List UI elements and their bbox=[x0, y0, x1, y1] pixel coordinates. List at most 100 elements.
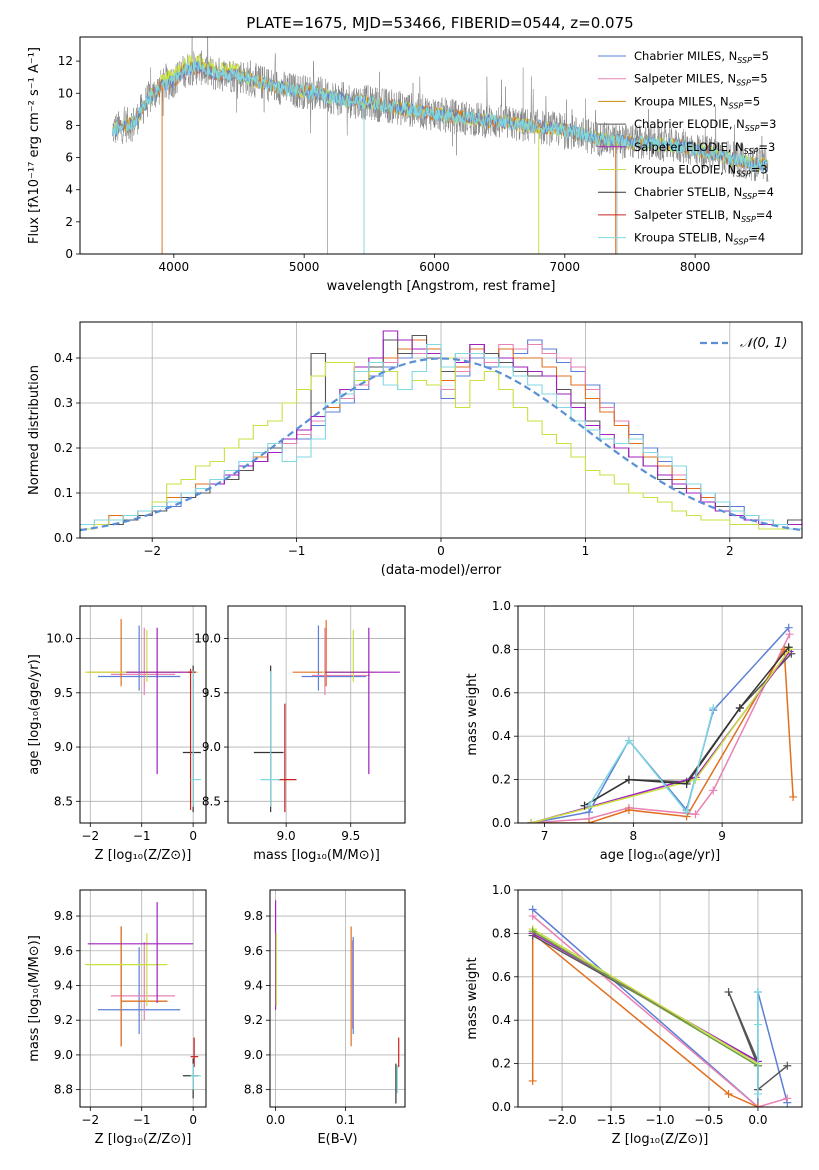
y-tick-label: 10.0 bbox=[194, 632, 221, 646]
histogram-step bbox=[80, 357, 802, 530]
y-tick-label: 0.2 bbox=[54, 441, 73, 455]
plot-area bbox=[112, 37, 769, 254]
y-tick-label: 2 bbox=[65, 215, 73, 229]
weight-marker bbox=[528, 912, 537, 921]
y-axis-label: mass [log₁₀(M/M⊙)] bbox=[27, 935, 42, 1062]
x-tick-label: −1.0 bbox=[645, 1113, 674, 1127]
weight-marker bbox=[783, 1094, 792, 1103]
weight-line bbox=[532, 915, 788, 1107]
legend-label: Salpeter MILES, NSSP=5 bbox=[634, 72, 768, 88]
x-tick-label: 9.5 bbox=[341, 829, 360, 843]
weight-marker bbox=[682, 808, 691, 817]
y-tick-label: 9.0 bbox=[202, 740, 221, 754]
x-tick-label: 7000 bbox=[550, 260, 581, 274]
x-tick-label: −1.5 bbox=[596, 1113, 625, 1127]
weight-marker bbox=[753, 1089, 762, 1098]
y-tick-label: 0.2 bbox=[492, 1057, 511, 1071]
panel-z_mass: −2 −1 0 8.8 9.0 9.2 9.4 9.6 9.8 Z [log₁₀(Z/Z⊙)] ma… bbox=[27, 889, 207, 1147]
y-axis-label: mass weight bbox=[465, 673, 480, 755]
y-tick-label: 9.0 bbox=[54, 1048, 73, 1062]
legend-label: Salpeter STELIB, NSSP=4 bbox=[634, 208, 773, 224]
legend-label: Kroupa STELIB, NSSP=4 bbox=[634, 231, 765, 247]
y-axis-label: Flux [fλ10⁻¹⁷ erg cm⁻² s⁻¹ A⁻¹] bbox=[27, 47, 42, 244]
panel-residuals: −2 −1 0 1 2 0.0 0.1 0.2 0.3 0.4 (data-model)/error… bbox=[27, 321, 803, 578]
x-tick-label: 0 bbox=[437, 544, 445, 558]
x-tick-label: 2 bbox=[726, 544, 734, 558]
axes-frame bbox=[269, 889, 406, 1108]
weight-marker bbox=[789, 792, 798, 801]
plot-area bbox=[527, 623, 798, 823]
weight-marker bbox=[527, 819, 536, 823]
y-tick-label: 0.0 bbox=[54, 531, 73, 545]
y-tick-label: 9.0 bbox=[244, 1048, 263, 1062]
y-tick-label: 9.4 bbox=[244, 978, 263, 992]
x-tick-label: 0 bbox=[189, 1113, 197, 1127]
y-tick-label: 0 bbox=[65, 247, 73, 261]
y-tick-label: 4 bbox=[65, 183, 73, 197]
x-tick-label: −2 bbox=[81, 829, 99, 843]
panel-ebv_mass: 0.0 0.1 8.8 9.0 9.2 9.4 9.6 9.8 E(B-V) bbox=[244, 889, 406, 1147]
x-tick-label: 0 bbox=[189, 829, 197, 843]
weight-marker bbox=[528, 927, 537, 936]
y-tick-label: 8.8 bbox=[244, 1083, 263, 1097]
y-tick-label: 0.1 bbox=[54, 486, 73, 500]
weight-line bbox=[531, 646, 794, 823]
weight-marker bbox=[753, 987, 762, 996]
x-tick-label: 8000 bbox=[680, 260, 711, 274]
y-tick-label: 8.8 bbox=[54, 1083, 73, 1097]
legend-label: Chabrier STELIB, NSSP=4 bbox=[634, 185, 774, 201]
axes-frame bbox=[79, 605, 207, 824]
x-tick-label: 7 bbox=[541, 829, 549, 843]
legend: Chabrier MILES, NSSP=5 Salpeter MILES, NS… bbox=[598, 49, 776, 247]
y-tick-label: 0.4 bbox=[54, 351, 73, 365]
panel-spectrum: 4000 5000 6000 7000 8000 0 2 4 6 8 10 12 wavelength … bbox=[27, 36, 803, 294]
weight-marker bbox=[585, 819, 593, 823]
y-tick-label: 0.2 bbox=[492, 773, 511, 787]
legend-label: 𝒩(0, 1) bbox=[740, 336, 787, 351]
axes-frame bbox=[79, 321, 803, 539]
weight-marker bbox=[724, 1089, 733, 1098]
gaussian-curve bbox=[80, 357, 802, 532]
x-axis-label: Z [log₁₀(Z/Z⊙)] bbox=[612, 1132, 709, 1147]
panels: 4000 5000 6000 7000 8000024681012wavelength … bbox=[27, 36, 803, 1147]
y-tick-label: 0.4 bbox=[492, 729, 511, 743]
y-tick-label: 9.4 bbox=[54, 978, 73, 992]
model-spectrum-line bbox=[112, 60, 769, 173]
x-tick-label: −1 bbox=[288, 544, 306, 558]
weight-marker bbox=[624, 775, 633, 784]
weight-marker bbox=[585, 801, 593, 810]
x-tick-label: −2 bbox=[143, 544, 161, 558]
y-axis-label: age [log₁₀(age/yr)] bbox=[27, 654, 42, 775]
weight-line bbox=[532, 930, 759, 1067]
y-tick-label: 0.6 bbox=[492, 970, 511, 984]
x-tick-label: 5000 bbox=[289, 260, 320, 274]
x-axis-label: Z [log₁₀(Z/Z⊙)] bbox=[95, 1132, 192, 1147]
x-axis-label: age [log₁₀(age/yr)] bbox=[600, 848, 721, 863]
panel-mass_age: 9.0 9.5 8.5 9.0 9.5 10.0 mass [log₁₀(M/M⊙)] bbox=[194, 605, 406, 863]
x-tick-label: 0.1 bbox=[336, 1113, 355, 1127]
y-tick-label: 1.0 bbox=[492, 599, 511, 613]
y-tick-label: 9.5 bbox=[54, 686, 73, 700]
y-tick-label: 0.8 bbox=[492, 642, 511, 656]
panel-age_weight: 7 8 9 0.0 0.2 0.4 0.6 0.8 1.0 age [log₁₀(age/yr)]… bbox=[465, 599, 803, 863]
weight-marker bbox=[724, 987, 733, 996]
x-axis-label: wavelength [Angstrom, rest frame] bbox=[327, 279, 556, 294]
y-tick-label: 9.6 bbox=[54, 944, 73, 958]
y-tick-label: 8.5 bbox=[54, 794, 73, 808]
plot-area bbox=[274, 900, 400, 1104]
axes-frame bbox=[79, 36, 803, 255]
weight-marker bbox=[528, 1076, 537, 1085]
plot-area bbox=[253, 620, 400, 813]
y-tick-label: 1.0 bbox=[492, 883, 511, 897]
x-tick-label: −1 bbox=[133, 829, 151, 843]
y-tick-label: 9.8 bbox=[54, 909, 73, 923]
weight-marker bbox=[783, 1061, 792, 1070]
axes-frame bbox=[517, 605, 803, 824]
x-axis-label: E(B-V) bbox=[317, 1132, 357, 1147]
weight-marker bbox=[753, 1020, 762, 1029]
weight-line bbox=[531, 931, 759, 1107]
y-tick-label: 8.5 bbox=[202, 794, 221, 808]
weight-marker bbox=[682, 779, 691, 788]
axes-frame bbox=[227, 605, 406, 824]
